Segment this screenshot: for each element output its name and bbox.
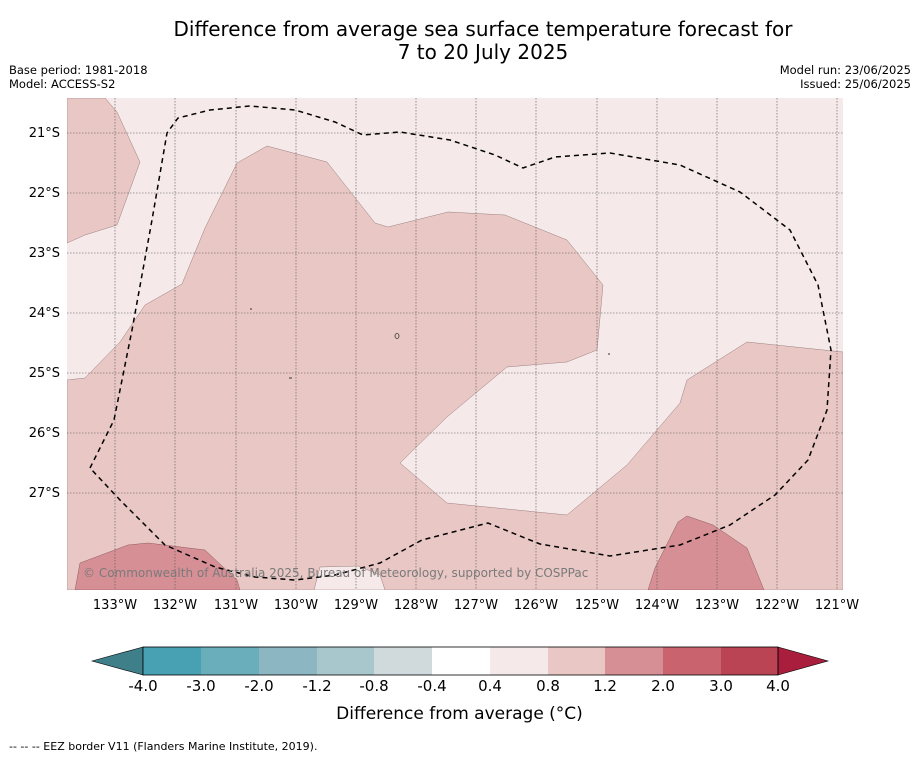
colorbar-tick: 4.0 bbox=[766, 677, 790, 695]
colorbar-swatch bbox=[490, 647, 548, 675]
colorbar-tick: 0.4 bbox=[478, 677, 502, 695]
base-period: Base period: 1981-2018 bbox=[9, 63, 148, 77]
colorbar-tick: -4.0 bbox=[128, 677, 158, 695]
colorbar-svg bbox=[90, 646, 830, 676]
title-line-1: Difference from average sea surface temp… bbox=[173, 17, 793, 41]
map-title: Difference from average sea surface temp… bbox=[0, 18, 919, 64]
colorbar-tick: -1.2 bbox=[302, 677, 332, 695]
eez-footnote: -- -- -- EEZ border V11 (Flanders Marine… bbox=[9, 740, 318, 753]
title-line-2: 7 to 20 July 2025 bbox=[397, 40, 569, 64]
band-strong-lowerleft bbox=[74, 542, 241, 590]
band-medium-region bbox=[67, 145, 843, 590]
colorbar bbox=[88, 645, 833, 683]
colorbar-label: Difference from average (°C) bbox=[336, 704, 583, 724]
band-medium-topleft bbox=[67, 98, 141, 244]
colorbar-swatch bbox=[201, 647, 259, 675]
colorbar-frame bbox=[142, 646, 779, 676]
lon-label: 127°W bbox=[453, 598, 499, 613]
copyright-notice: © Commonwealth of Australia 2025, Bureau… bbox=[83, 566, 589, 580]
lon-label: 123°W bbox=[694, 598, 740, 613]
colorbar-swatch bbox=[548, 647, 605, 675]
meta-right: Model run: 23/06/2025 Issued: 25/06/2025 bbox=[780, 63, 911, 91]
lat-label: 22°S bbox=[28, 186, 60, 201]
lon-label: 128°W bbox=[393, 598, 439, 613]
lon-label: 121°W bbox=[814, 598, 860, 613]
map-panel bbox=[67, 98, 843, 590]
map-svg bbox=[67, 98, 843, 590]
colorbar-tick: 0.8 bbox=[536, 677, 560, 695]
lon-label: 124°W bbox=[634, 598, 680, 613]
colorbar-tick: 2.0 bbox=[651, 677, 675, 695]
lon-label: 132°W bbox=[152, 598, 198, 613]
eez-border bbox=[89, 105, 832, 581]
lon-label: 126°W bbox=[513, 598, 559, 613]
issued-date: Issued: 25/06/2025 bbox=[800, 77, 911, 91]
lat-label: 27°S bbox=[28, 486, 60, 501]
colorbar-swatch bbox=[721, 647, 778, 675]
colorbar-swatch bbox=[605, 647, 663, 675]
colorbar-extend-high bbox=[777, 646, 830, 676]
band-light-patch bbox=[313, 565, 386, 590]
lon-label: 122°W bbox=[754, 598, 800, 613]
lat-label: 24°S bbox=[28, 306, 60, 321]
island-mark bbox=[394, 333, 400, 339]
colorbar-extend-low bbox=[90, 646, 144, 676]
lon-label: 129°W bbox=[333, 598, 379, 613]
band-strong-lowerright bbox=[647, 515, 765, 590]
lon-label: 131°W bbox=[213, 598, 259, 613]
colorbar-tick: 1.2 bbox=[593, 677, 617, 695]
model-name: Model: ACCESS-S2 bbox=[9, 77, 116, 91]
lat-label: 21°S bbox=[28, 126, 60, 141]
colorbar-tick: -3.0 bbox=[186, 677, 216, 695]
model-run: Model run: 23/06/2025 bbox=[779, 63, 911, 77]
lon-label: 130°W bbox=[273, 598, 319, 613]
colorbar-swatch bbox=[317, 647, 374, 675]
colorbar-swatch bbox=[432, 647, 490, 675]
lon-label: 125°W bbox=[574, 598, 620, 613]
lon-label: 133°W bbox=[92, 598, 138, 613]
colorbar-tick: -0.8 bbox=[359, 677, 389, 695]
colorbar-swatch bbox=[374, 647, 432, 675]
gridlines bbox=[67, 98, 843, 590]
colorbar-tick: -2.0 bbox=[244, 677, 274, 695]
colorbar-swatch bbox=[259, 647, 317, 675]
colorbar-swatch bbox=[663, 647, 721, 675]
lat-label: 23°S bbox=[28, 246, 60, 261]
colorbar-tick: -0.4 bbox=[417, 677, 447, 695]
colorbar-tick: 3.0 bbox=[709, 677, 733, 695]
lat-label: 26°S bbox=[28, 426, 60, 441]
colorbar-swatch bbox=[143, 647, 201, 675]
lat-label: 25°S bbox=[28, 366, 60, 381]
meta-left: Base period: 1981-2018 Model: ACCESS-S2 bbox=[9, 63, 148, 91]
